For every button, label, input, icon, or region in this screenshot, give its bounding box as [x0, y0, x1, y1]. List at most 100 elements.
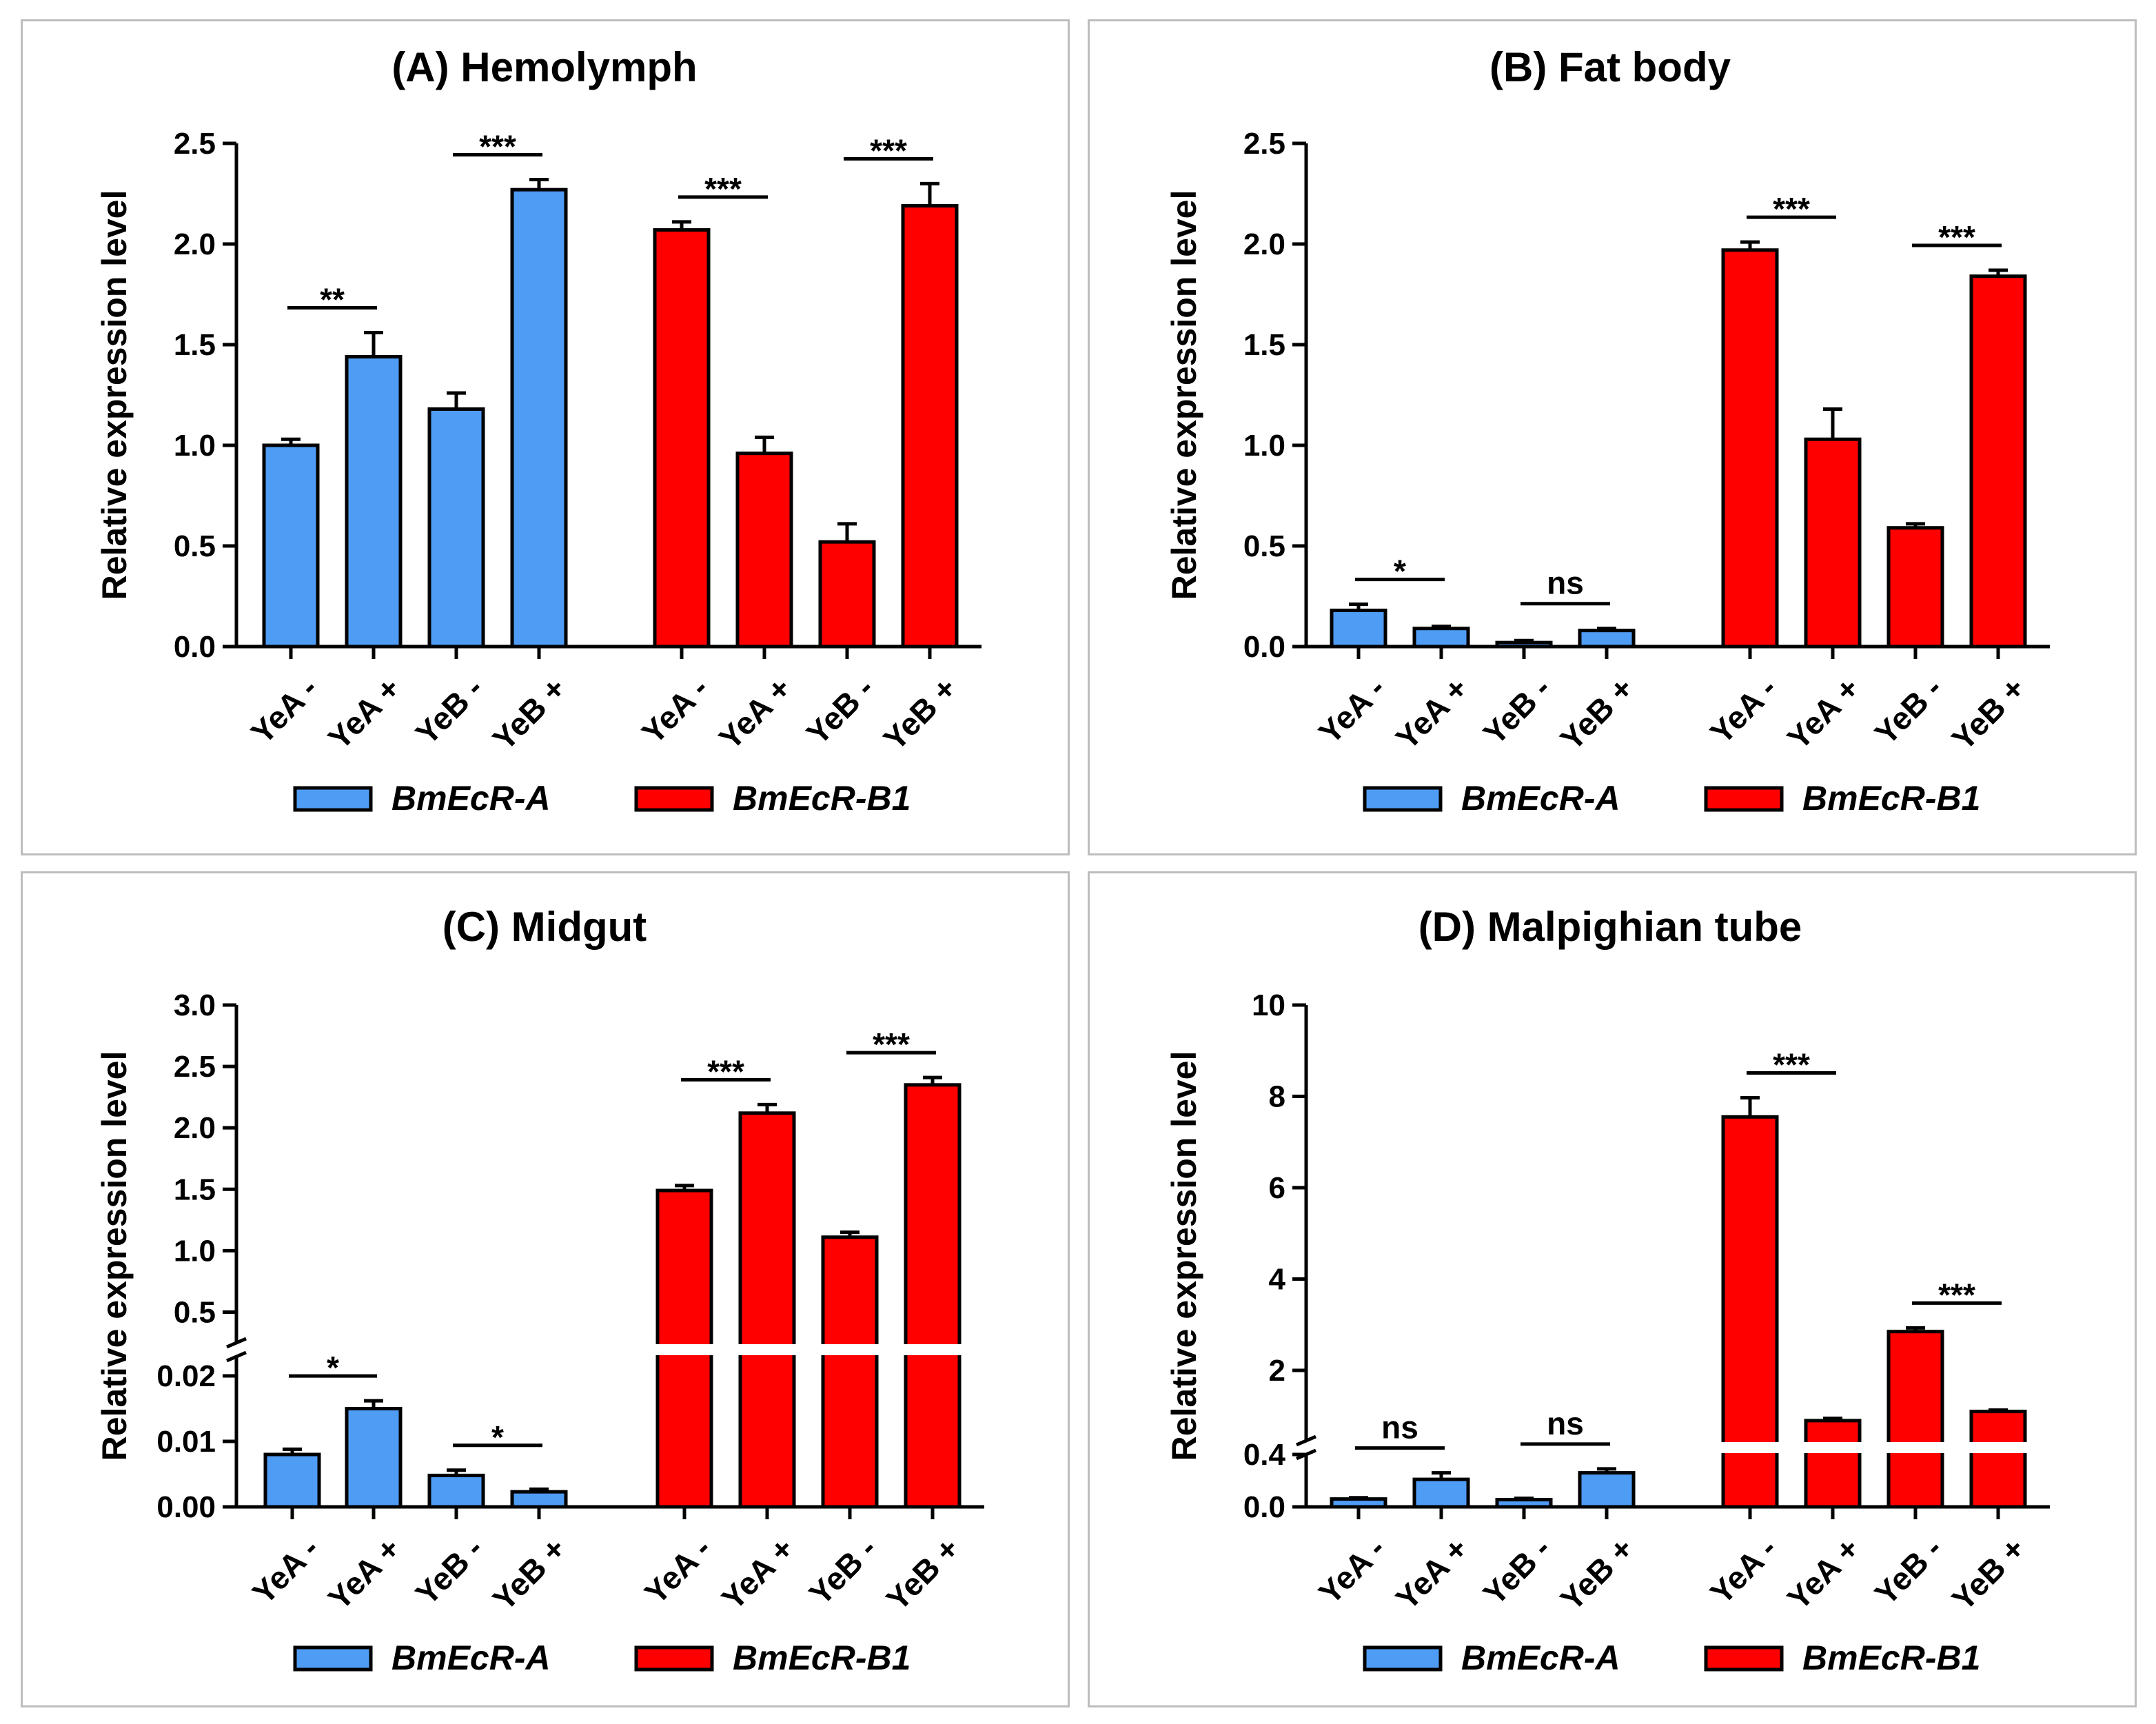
legend-label-d: BmEcR-B1 [1802, 1639, 1980, 1677]
legend-label-c: BmEcR-B1 [733, 1639, 911, 1677]
bar-a-ecr-b1-1 [735, 452, 793, 649]
chart-title-a: (A) Hemolymph [391, 44, 697, 90]
x-tick-label-d: YeB + [1945, 1530, 2032, 1617]
x-tick-label-b: YeB + [1554, 670, 1640, 757]
x-tick-label-c: YeA - [245, 1530, 326, 1611]
y-tick-label-b: 0.0 [1243, 630, 1285, 664]
significance-label-b: * [1394, 554, 1406, 589]
bar-d-ecr-b1-3 [1969, 1410, 2027, 1509]
significance-label-d: *** [1938, 1277, 1975, 1312]
y-tick-label-c-upper: 2.0 [174, 1111, 216, 1145]
y-axis-label-d: Relative expression level [1165, 1051, 1203, 1461]
bar-d-ecr-a-3 [1578, 1471, 1636, 1509]
x-tick-label-c: YeB - [802, 1530, 884, 1612]
significance-label-a: *** [704, 171, 742, 207]
y-axis-label-a: Relative expression level [95, 190, 134, 600]
legend-swatch-c [293, 1645, 373, 1672]
x-tick-label-d: YeA + [1780, 1530, 1867, 1616]
x-tick-label-b: YeB - [1868, 670, 1949, 751]
y-tick-label-d-upper: 6 [1269, 1171, 1285, 1205]
y-tick-label-a: 1.0 [174, 429, 216, 463]
significance-label-b: *** [1773, 191, 1810, 227]
bar-b-ecr-a-3 [1578, 629, 1636, 649]
y-tick-label-b: 2.5 [1243, 127, 1285, 161]
bar-d-ecr-a-1 [1412, 1477, 1470, 1509]
x-tick-label-c: YeB + [879, 1530, 966, 1617]
x-tick-label-b: YeA - [1703, 670, 1784, 751]
y-tick-label-c-upper: 2.5 [174, 1050, 216, 1084]
y-tick-label-c-lower: 0.02 [156, 1359, 216, 1393]
x-tick-label-a: YeB - [409, 670, 490, 751]
significance-label-c: * [491, 1419, 504, 1455]
legend-swatch-d [1704, 1645, 1784, 1672]
y-tick-label-d-upper: 2 [1269, 1354, 1285, 1388]
y-tick-label-c-upper: 3.0 [174, 988, 216, 1022]
bar-c-ecr-b1-1 [738, 1111, 796, 1509]
axis-break-mark-c [226, 1337, 247, 1349]
bar-a-ecr-b1-2 [818, 540, 876, 649]
y-tick-label-c-upper: 1.5 [174, 1173, 216, 1206]
bar-b-ecr-b1-0 [1721, 248, 1779, 649]
bar-b-ecr-a-0 [1330, 608, 1387, 649]
y-tick-label-b: 2.0 [1243, 227, 1285, 261]
chart-title-d: (D) Malpighian tube [1418, 904, 1802, 950]
bar-a-ecr-a-0 [262, 443, 320, 649]
y-axis-label-b: Relative expression level [1165, 190, 1203, 600]
significance-label-c: *** [707, 1053, 744, 1089]
bar-a-ecr-b1-0 [653, 228, 711, 649]
axis-break-mark-d [1296, 1434, 1316, 1447]
x-tick-label-a: YeA + [712, 670, 798, 756]
x-tick-label-d: YeA + [1389, 1530, 1475, 1616]
y-tick-label-b: 1.5 [1243, 328, 1285, 362]
legend-label-c: BmEcR-A [391, 1639, 551, 1677]
bar-d-ecr-b1-1 [1804, 1419, 1862, 1509]
panel-c [21, 871, 1070, 1707]
legend-swatch-a [634, 786, 714, 812]
y-tick-label-d-upper: 10 [1252, 988, 1285, 1022]
chart-title-b: (B) Fat body [1489, 44, 1731, 90]
significance-label-d: ns [1381, 1410, 1418, 1446]
significance-label-b: ns [1547, 565, 1584, 601]
chart-title-c: (C) Midgut [443, 904, 647, 950]
legend-swatch-b [1704, 786, 1784, 812]
legend-label-d: BmEcR-A [1461, 1639, 1620, 1677]
significance-label-c: * [327, 1350, 339, 1386]
bar-c-ecr-a-2 [427, 1473, 485, 1509]
x-tick-label-a: YeA - [244, 670, 325, 751]
legend-label-a: BmEcR-A [391, 779, 551, 818]
legend-swatch-b [1363, 786, 1443, 812]
y-tick-label-c-lower: 0.00 [156, 1490, 216, 1524]
y-tick-label-a: 2.5 [174, 127, 216, 161]
x-tick-label-a: YeB + [486, 670, 573, 757]
x-tick-label-b: YeA - [1312, 670, 1392, 751]
axis-break-band-d [1716, 1442, 2032, 1453]
y-tick-label-c-lower: 0.01 [156, 1425, 216, 1459]
significance-label-d: ns [1547, 1406, 1584, 1441]
x-tick-label-a: YeA + [321, 670, 407, 756]
bar-b-ecr-b1-3 [1969, 274, 2027, 649]
bar-b-ecr-b1-1 [1804, 437, 1862, 649]
y-tick-label-d-lower: 0.0 [1243, 1490, 1285, 1524]
y-tick-label-a: 0.5 [174, 529, 216, 563]
x-tick-label-a: YeA - [635, 670, 715, 751]
bar-b-ecr-a-2 [1495, 640, 1553, 649]
legend-swatch-a [293, 786, 373, 812]
significance-label-a: *** [870, 132, 907, 168]
x-tick-label-c: YeA + [321, 1530, 407, 1616]
x-tick-label-c: YeA - [638, 1530, 718, 1611]
x-tick-label-a: YeB - [800, 670, 881, 751]
bar-c-ecr-b1-2 [821, 1235, 879, 1509]
y-axis-label-c: Relative expression level [95, 1051, 134, 1461]
bar-c-ecr-a-1 [345, 1407, 403, 1509]
legend-label-a: BmEcR-B1 [733, 779, 911, 818]
significance-label-d: *** [1773, 1046, 1810, 1082]
x-tick-label-b: YeA + [1780, 670, 1867, 756]
significance-label-b: *** [1938, 219, 1975, 255]
x-tick-label-d: YeA - [1703, 1530, 1784, 1611]
legend-label-b: BmEcR-A [1461, 779, 1620, 818]
axis-break-band-c [651, 1344, 966, 1355]
bar-a-ecr-a-2 [427, 407, 485, 649]
bar-d-ecr-a-0 [1330, 1497, 1387, 1509]
y-tick-label-a: 2.0 [174, 227, 216, 261]
